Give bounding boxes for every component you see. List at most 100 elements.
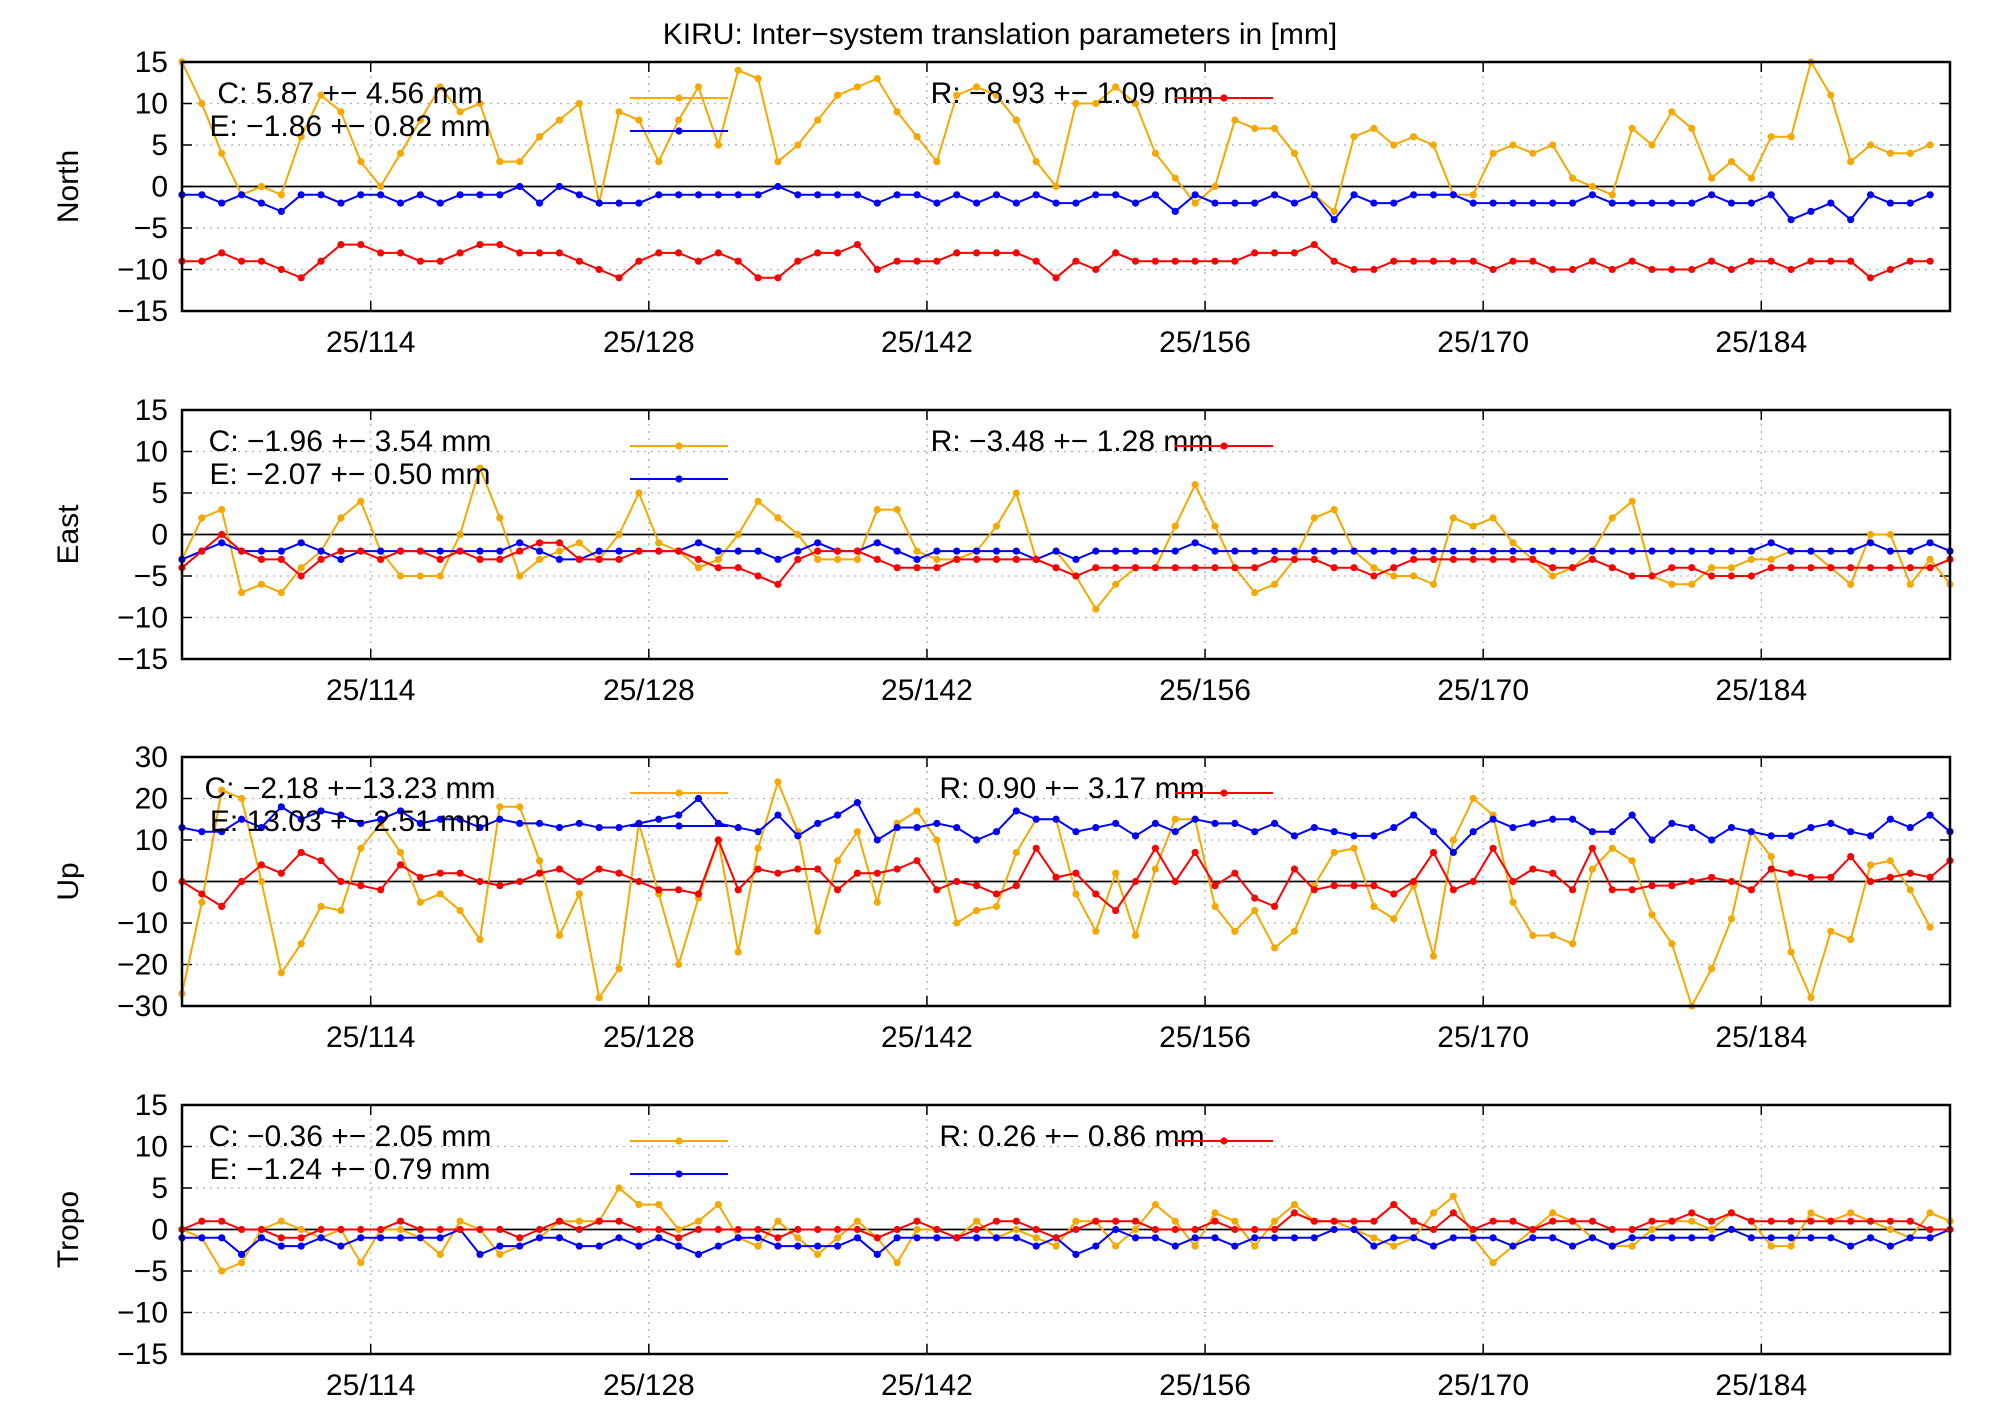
data-point-R xyxy=(1489,844,1497,852)
data-point-R xyxy=(1926,564,1934,572)
data-point-R xyxy=(575,555,583,564)
legend-marker-C xyxy=(675,94,683,102)
data-point-E xyxy=(1529,547,1537,555)
data-point-E xyxy=(734,547,742,555)
data-point-R xyxy=(297,1234,305,1242)
data-point-E xyxy=(774,182,782,191)
data-point-C xyxy=(277,1217,285,1225)
data-point-E xyxy=(436,547,444,555)
data-point-E xyxy=(1449,191,1457,199)
data-point-E xyxy=(555,555,564,564)
data-point-R xyxy=(1092,564,1100,572)
data-point-E xyxy=(1191,1234,1199,1242)
data-point-R xyxy=(655,886,663,894)
data-point-C xyxy=(396,1225,405,1234)
data-point-R xyxy=(833,249,842,257)
data-point-R xyxy=(257,861,266,869)
data-point-R xyxy=(1807,1217,1815,1225)
data-point-R xyxy=(1688,265,1696,274)
data-point-E xyxy=(1370,1242,1378,1250)
y-axis-label: East xyxy=(52,504,85,565)
data-point-R xyxy=(754,572,762,580)
data-point-R xyxy=(1747,572,1755,580)
data-point-E xyxy=(933,199,941,207)
data-point-R xyxy=(1708,572,1716,580)
data-point-R xyxy=(992,1217,1001,1225)
data-point-E xyxy=(774,1242,782,1250)
data-point-E xyxy=(436,1234,444,1242)
data-point-R xyxy=(357,1225,365,1234)
data-point-E xyxy=(953,191,961,199)
data-point-C xyxy=(1112,1242,1120,1250)
data-point-E xyxy=(1390,547,1398,555)
data-point-E xyxy=(317,807,325,815)
data-point-E xyxy=(1787,216,1795,224)
data-point-C xyxy=(1390,572,1398,580)
data-point-C xyxy=(555,116,564,124)
data-point-C xyxy=(1866,861,1875,869)
data-point-R xyxy=(257,555,266,564)
data-point-R xyxy=(357,241,365,249)
data-point-C xyxy=(1847,936,1855,944)
data-point-C xyxy=(794,530,802,539)
data-point-E xyxy=(1648,199,1656,207)
data-point-R xyxy=(1270,555,1279,564)
data-point-E xyxy=(893,823,901,832)
data-point-R xyxy=(1032,844,1040,852)
data-point-E xyxy=(1270,547,1279,555)
data-point-E xyxy=(257,1234,266,1242)
data-point-C xyxy=(1211,182,1219,191)
legend-label-C: C: −1.96 +− 3.54 mm xyxy=(209,425,492,458)
data-point-C xyxy=(396,149,405,157)
data-point-E xyxy=(516,1242,524,1250)
data-point-C xyxy=(436,1250,444,1258)
data-point-R xyxy=(198,1217,206,1225)
data-point-C xyxy=(1469,794,1477,803)
data-point-C xyxy=(1906,886,1914,894)
legend-marker-C xyxy=(675,442,683,450)
data-point-R xyxy=(1529,865,1537,873)
y-tick-label: 15 xyxy=(135,1089,168,1122)
data-point-E xyxy=(1668,1234,1676,1242)
data-point-R xyxy=(1926,257,1934,265)
data-point-E xyxy=(933,547,941,555)
data-point-R xyxy=(953,555,961,564)
data-point-E xyxy=(1807,823,1815,832)
data-point-E xyxy=(1211,199,1219,207)
data-point-E xyxy=(1568,199,1577,207)
data-point-E xyxy=(913,823,921,832)
data-point-E xyxy=(476,191,484,199)
data-point-C xyxy=(456,530,464,539)
data-point-E xyxy=(1847,1242,1855,1250)
data-point-C xyxy=(198,514,206,522)
x-tick-label: 25/142 xyxy=(881,1369,973,1400)
data-point-E xyxy=(814,1242,822,1250)
data-point-C xyxy=(1668,108,1676,116)
data-point-R xyxy=(1549,1217,1557,1225)
data-point-C xyxy=(1390,1242,1398,1250)
data-point-E xyxy=(1926,191,1934,199)
data-point-R xyxy=(1410,555,1418,564)
data-point-R xyxy=(1489,265,1497,274)
data-point-C xyxy=(237,589,246,597)
data-point-E xyxy=(317,547,325,555)
data-point-R xyxy=(1847,564,1855,572)
data-point-C xyxy=(1708,564,1716,572)
data-point-C xyxy=(1767,133,1775,141)
data-point-R xyxy=(1708,873,1716,881)
data-point-C xyxy=(1410,572,1418,580)
data-point-C xyxy=(1926,141,1934,149)
data-point-C xyxy=(1112,580,1120,588)
data-point-E xyxy=(873,1250,881,1258)
data-point-R xyxy=(853,547,862,555)
data-point-R xyxy=(396,547,405,555)
data-point-R xyxy=(913,257,921,265)
data-point-E xyxy=(893,1234,901,1242)
x-tick-label: 25/184 xyxy=(1715,1369,1807,1400)
data-point-C xyxy=(1251,1242,1259,1250)
data-point-E xyxy=(992,828,1001,836)
x-tick-label: 25/156 xyxy=(1159,1021,1251,1054)
data-point-R xyxy=(396,861,405,869)
data-point-E xyxy=(913,555,921,564)
data-point-R xyxy=(1171,877,1179,886)
